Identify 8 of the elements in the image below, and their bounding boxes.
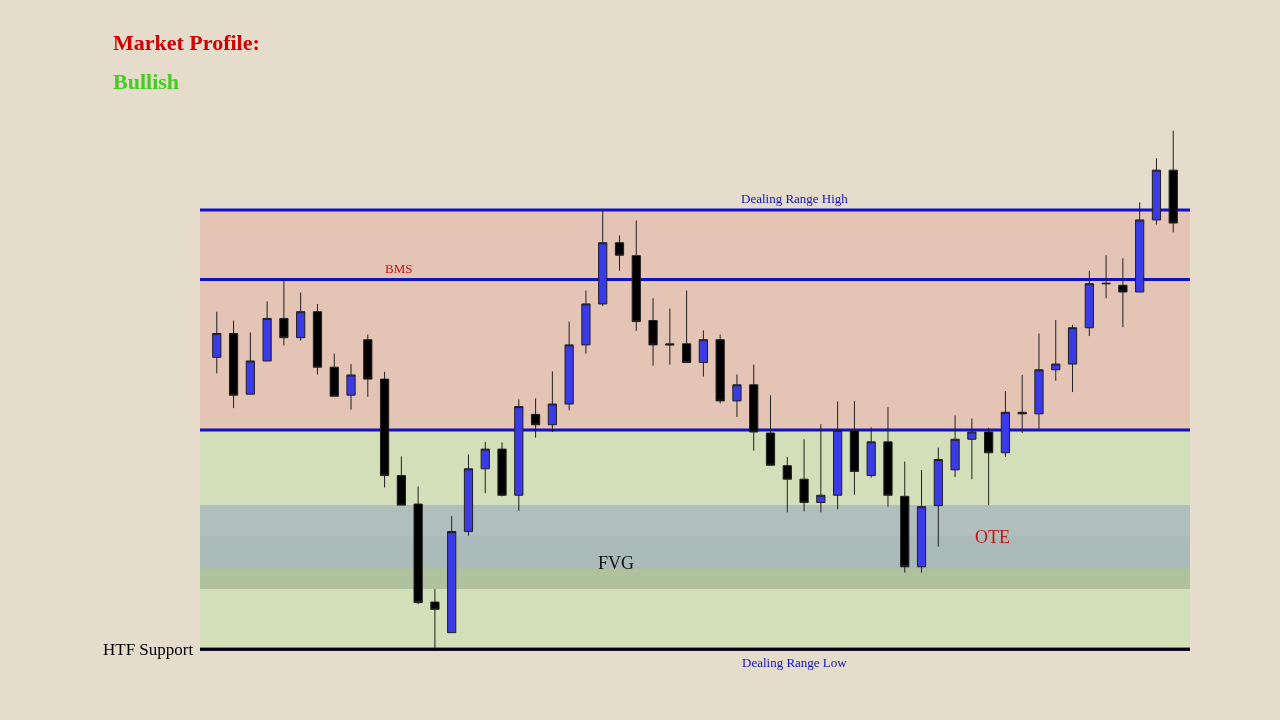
ref-line-label: BMS xyxy=(385,261,413,276)
band-label: FVG xyxy=(598,553,635,573)
ref-line-label: HTF Support xyxy=(103,640,194,659)
ref-line-label: Dealing Range High xyxy=(741,191,849,206)
ref-line-label: Dealing Range Low xyxy=(742,655,848,670)
text: Bullish xyxy=(113,69,180,94)
band-label: OTE xyxy=(975,527,1010,547)
text: Market Profile: xyxy=(113,30,260,55)
